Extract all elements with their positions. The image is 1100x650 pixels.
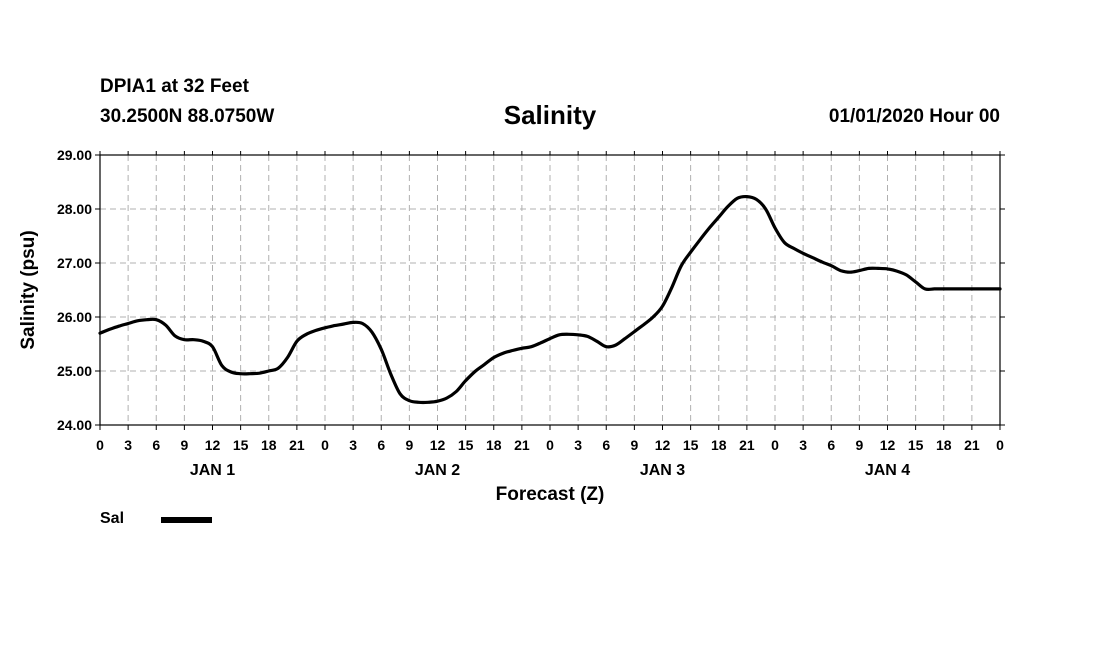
y-tick-label: 25.00 (57, 363, 92, 379)
station-name: DPIA1 at 32 Feet (100, 76, 249, 97)
x-tick-label: 6 (152, 437, 160, 453)
y-tick-label: 28.00 (57, 201, 92, 217)
chart-title: Salinity (503, 100, 597, 130)
x-tick-label: 18 (486, 437, 502, 453)
x-tick-label: 3 (124, 437, 132, 453)
y-tick-label: 27.00 (57, 255, 92, 271)
x-tick-label: 9 (855, 437, 863, 453)
forecast-datetime: 01/01/2020 Hour 00 (828, 106, 1000, 127)
x-tick-label: 21 (964, 437, 980, 453)
x-tick-label: 0 (546, 437, 554, 453)
x-tick-label: 6 (827, 437, 835, 453)
x-tick-label: 21 (514, 437, 530, 453)
day-label: JAN 3 (640, 462, 685, 479)
y-tick-label: 26.00 (57, 309, 92, 325)
x-tick-label: 3 (799, 437, 807, 453)
x-tick-label: 21 (289, 437, 305, 453)
x-tick-label: 0 (996, 437, 1004, 453)
x-tick-label: 0 (96, 437, 104, 453)
x-tick-label: 15 (233, 437, 249, 453)
x-tick-label: 6 (377, 437, 385, 453)
x-tick-label: 9 (180, 437, 188, 453)
x-tick-label: 12 (430, 437, 446, 453)
legend-label: Sal (100, 510, 125, 527)
x-tick-label: 15 (683, 437, 699, 453)
x-tick-label: 15 (458, 437, 474, 453)
y-tick-label: 24.00 (57, 417, 92, 433)
x-tick-label: 0 (321, 437, 329, 453)
axis-ticks (95, 151, 1005, 430)
salinity-series-line (98, 194, 1002, 405)
legend-swatch (161, 517, 212, 523)
x-tick-label: 0 (771, 437, 779, 453)
y-axis-label: Salinity (psu) (18, 230, 39, 349)
x-tick-label: 18 (261, 437, 277, 453)
x-tick-label: 12 (880, 437, 896, 453)
axis-labels: 24.00 25.00 26.00 27.00 28.00 29.00 0 3 6 9 12 15 18… (57, 147, 1004, 479)
day-label: JAN 4 (865, 462, 910, 479)
x-tick-label: 18 (711, 437, 727, 453)
x-tick-label: 12 (205, 437, 221, 453)
day-label: JAN 2 (415, 462, 460, 479)
x-tick-label: 3 (574, 437, 582, 453)
x-tick-label: 18 (936, 437, 952, 453)
x-tick-label: 21 (739, 437, 755, 453)
x-tick-label: 12 (655, 437, 671, 453)
x-tick-label: 6 (602, 437, 610, 453)
x-tick-label: 9 (630, 437, 638, 453)
day-label: JAN 1 (190, 462, 235, 479)
grid-lines (100, 155, 1000, 425)
y-tick-label: 29.00 (57, 147, 92, 163)
x-tick-label: 9 (405, 437, 413, 453)
x-tick-label: 3 (349, 437, 357, 453)
x-tick-label: 15 (908, 437, 924, 453)
station-coordinates: 30.2500N 88.0750W (100, 106, 275, 127)
x-axis-label: Forecast (Z) (496, 484, 605, 505)
